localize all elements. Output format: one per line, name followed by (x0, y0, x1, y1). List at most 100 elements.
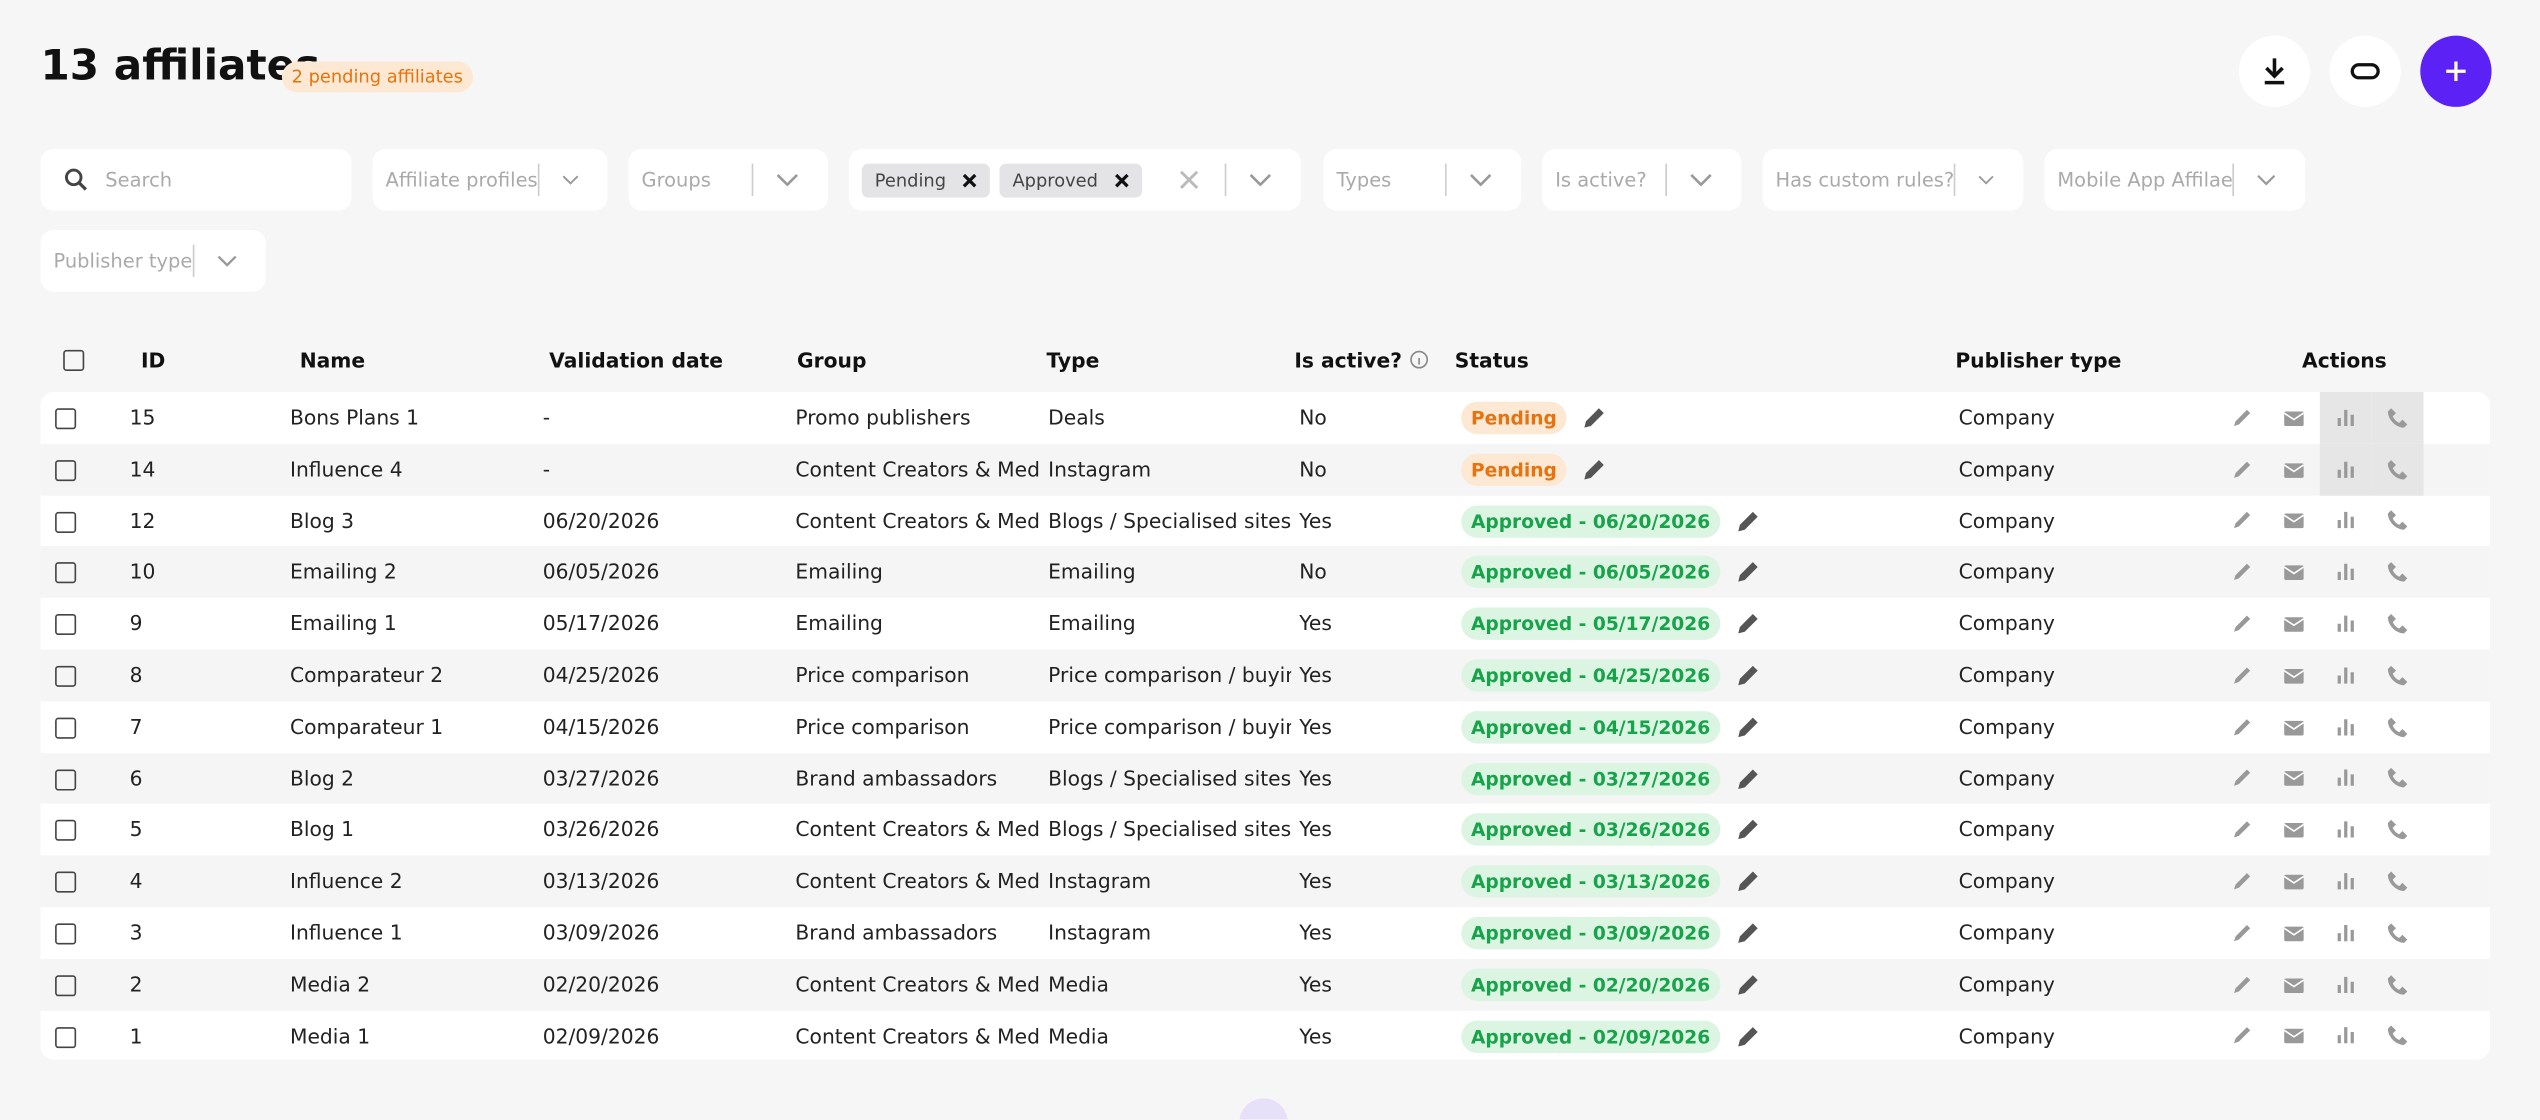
action-button[interactable] (2372, 753, 2424, 805)
status-cell: Pending (1461, 401, 1607, 435)
action-button[interactable] (2320, 598, 2372, 650)
action-button[interactable] (2216, 547, 2268, 599)
filter-select[interactable]: Groups (628, 149, 828, 211)
action-button[interactable] (2216, 907, 2268, 959)
cell-text: Yes (1299, 714, 1332, 739)
action-button[interactable] (2372, 495, 2424, 547)
action-button[interactable] (2372, 804, 2424, 856)
edit-status[interactable] (1734, 869, 1760, 895)
action-button[interactable] (2216, 650, 2268, 702)
action-button[interactable] (2320, 753, 2372, 805)
row-checkbox[interactable] (55, 511, 77, 533)
edit-status[interactable] (1734, 766, 1760, 792)
filter-select[interactable]: Types (1323, 149, 1522, 211)
edit-status[interactable] (1734, 972, 1760, 998)
cell-text: Content Creators & Media (795, 868, 1039, 893)
link-button[interactable] (2329, 35, 2401, 107)
action-button[interactable] (2372, 1010, 2424, 1062)
row-checkbox[interactable] (55, 717, 77, 739)
action-button[interactable] (2320, 804, 2372, 856)
filter-select[interactable]: Mobile App Affilae (2044, 149, 2306, 211)
action-button[interactable] (2372, 547, 2424, 599)
status-chip[interactable]: Approved (999, 162, 1142, 197)
action-button[interactable] (2320, 547, 2372, 599)
edit-status[interactable] (1734, 1023, 1760, 1049)
action-button[interactable] (2268, 907, 2320, 959)
status-chip[interactable]: Pending (861, 162, 990, 197)
action-button[interactable] (2320, 1010, 2372, 1062)
action-button[interactable] (2371, 443, 2424, 496)
action-button[interactable] (2268, 1010, 2320, 1062)
action-button[interactable] (2372, 907, 2424, 959)
filter-select[interactable]: Affiliate profiles (372, 149, 608, 211)
cell-text: Blog 2 (289, 765, 355, 790)
row-checkbox[interactable] (55, 1026, 77, 1048)
action-button[interactable] (2268, 804, 2320, 856)
action-button[interactable] (2371, 392, 2424, 444)
action-button[interactable] (2216, 598, 2268, 650)
edit-status[interactable] (1734, 663, 1760, 689)
action-button[interactable] (2268, 547, 2320, 599)
action-button[interactable] (2320, 856, 2372, 908)
edit-status[interactable] (1734, 817, 1760, 843)
action-button[interactable] (2320, 959, 2372, 1011)
action-button[interactable] (2268, 701, 2320, 753)
chip-remove[interactable] (1114, 173, 1129, 188)
row-checkbox[interactable] (55, 923, 77, 945)
status-filter[interactable]: Pending Approved (848, 149, 1301, 211)
row-checkbox[interactable] (55, 408, 77, 430)
action-button[interactable] (2320, 907, 2372, 959)
action-button[interactable] (2320, 495, 2372, 547)
action-button[interactable] (2320, 701, 2372, 753)
action-button[interactable] (2268, 495, 2320, 547)
search-box[interactable]: Search (40, 149, 352, 211)
action-button[interactable] (2372, 959, 2424, 1011)
filter-select[interactable]: Has custom rules? (1762, 149, 2024, 211)
edit-status[interactable] (1734, 611, 1760, 637)
action-button[interactable] (2372, 598, 2424, 650)
action-button[interactable] (2216, 701, 2268, 753)
action-button[interactable] (2268, 959, 2320, 1011)
action-button[interactable] (2216, 1010, 2268, 1062)
action-button[interactable] (2268, 856, 2320, 908)
action-button[interactable] (2216, 392, 2268, 444)
row-checkbox[interactable] (55, 614, 77, 636)
action-button[interactable] (2216, 959, 2268, 1011)
action-button[interactable] (2372, 856, 2424, 908)
action-button[interactable] (2216, 444, 2268, 496)
row-checkbox[interactable] (55, 562, 77, 584)
row-checkbox[interactable] (55, 974, 77, 996)
edit-status[interactable] (1734, 508, 1760, 534)
select-all[interactable] (63, 349, 85, 371)
filter-select[interactable]: Is active? (1542, 149, 1742, 211)
edit-status[interactable] (1734, 920, 1760, 946)
action-button[interactable] (2216, 804, 2268, 856)
chip-remove[interactable] (962, 173, 977, 188)
edit-status[interactable] (1734, 560, 1760, 586)
action-button[interactable] (2268, 650, 2320, 702)
row-checkbox[interactable] (55, 665, 77, 687)
action-button[interactable] (2268, 444, 2320, 496)
filter-select[interactable]: Publisher type (40, 230, 266, 292)
action-button[interactable] (2268, 392, 2320, 444)
edit-status[interactable] (1581, 405, 1607, 431)
row-checkbox[interactable] (55, 768, 77, 790)
page-button[interactable] (1239, 1098, 1288, 1120)
action-button[interactable] (2320, 650, 2372, 702)
action-button[interactable] (2216, 495, 2268, 547)
row-checkbox[interactable] (55, 820, 77, 842)
edit-status[interactable] (1581, 457, 1607, 483)
action-button[interactable] (2372, 650, 2424, 702)
action-button[interactable] (2268, 753, 2320, 805)
action-button[interactable] (2319, 392, 2372, 444)
action-button[interactable] (2319, 443, 2372, 496)
action-button[interactable] (2268, 598, 2320, 650)
cell-text: Yes (1299, 508, 1332, 533)
row-checkbox[interactable] (55, 459, 77, 481)
edit-status[interactable] (1734, 714, 1760, 740)
action-button[interactable] (2216, 856, 2268, 908)
action-button[interactable] (2216, 753, 2268, 805)
action-button[interactable] (2372, 701, 2424, 753)
row-checkbox[interactable] (55, 871, 77, 893)
clear-filter[interactable] (1179, 170, 1199, 189)
